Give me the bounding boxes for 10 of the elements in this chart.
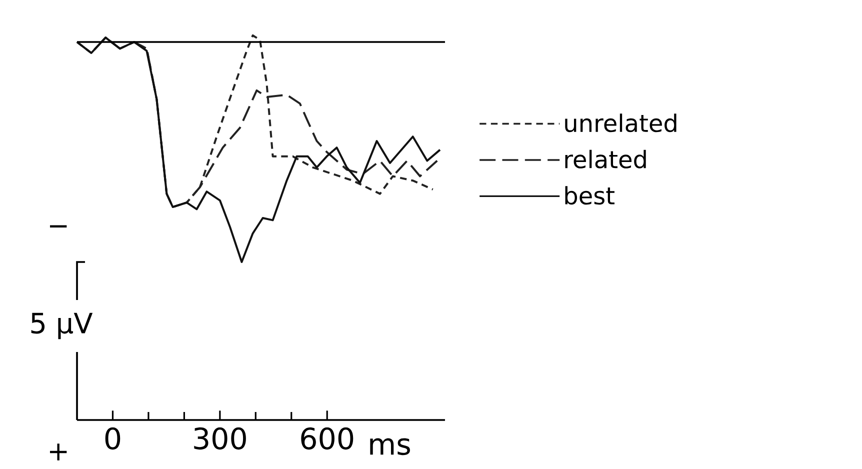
- legend-label: best: [565, 186, 614, 205]
- x-axis-title: ms: [370, 438, 410, 456]
- text: +: [50, 444, 67, 460]
- legend-label: unrelated: [565, 114, 676, 132]
- x-tick-label: 600: [301, 427, 354, 450]
- text: −: [50, 225, 67, 228]
- x-tick-label: 300: [194, 427, 246, 450]
- x-tick-label: 0: [105, 427, 120, 450]
- y-axis-title: 5 µV: [31, 312, 93, 340]
- legend-label: related: [565, 150, 646, 168]
